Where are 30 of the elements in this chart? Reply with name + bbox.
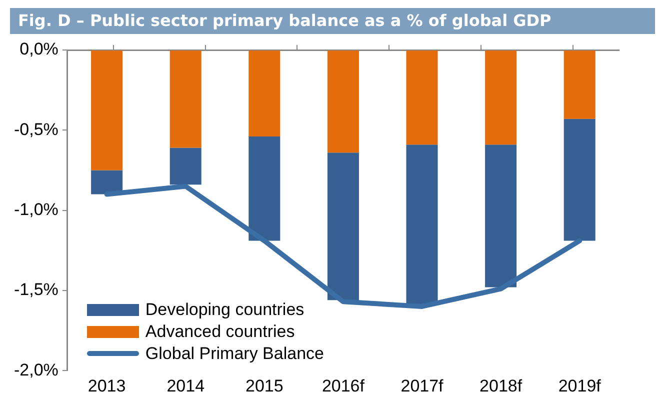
bar (170, 50, 202, 148)
y-tick-label: -1,0% (14, 200, 58, 219)
legend-label: Global Primary Balance (145, 344, 324, 364)
bar (248, 50, 280, 137)
bar (327, 152, 359, 300)
chart-title: Fig. D – Public sector primary balance as a % of global GDP (10, 8, 655, 34)
bar (564, 118, 596, 241)
x-tick-label: 2013 (88, 376, 126, 396)
bar (406, 144, 438, 305)
x-tick-label: 2018f (480, 376, 522, 396)
legend-label: Advanced countries (145, 322, 295, 342)
x-tick-label: 2014 (166, 376, 205, 396)
y-tick-label: -0,5% (14, 120, 58, 139)
bar (91, 50, 123, 170)
bar (170, 148, 202, 185)
y-tick-label: -2,0% (14, 360, 58, 380)
y-tick-label: -1,5% (14, 280, 58, 300)
x-tick-label: 2017f (400, 376, 444, 396)
x-tick-label: 2015 (245, 376, 284, 396)
y-tick-label: 0,0% (20, 40, 58, 59)
x-tick-label: 2019f (558, 376, 602, 396)
bar (485, 50, 517, 145)
bar (91, 170, 123, 194)
legend-label: Developing countries (145, 300, 304, 320)
bar (485, 144, 517, 288)
x-tick-label: 2016f (322, 376, 365, 396)
bar (327, 50, 359, 153)
bar (406, 50, 438, 145)
bar (564, 50, 596, 119)
bar (248, 136, 280, 241)
